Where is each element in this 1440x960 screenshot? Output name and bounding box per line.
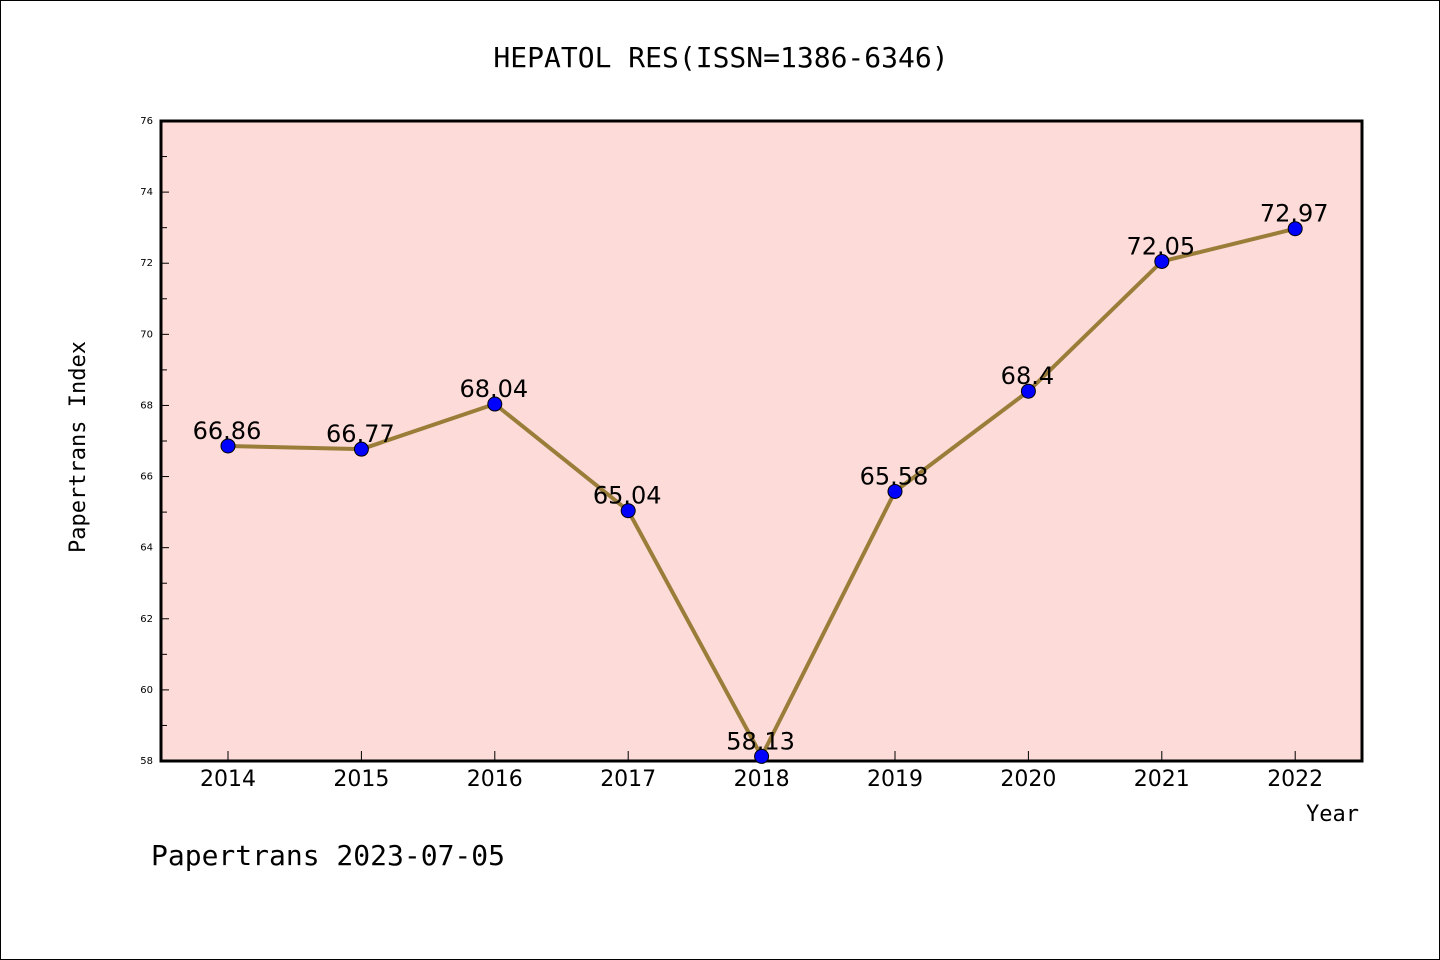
chart-title: HEPATOL RES(ISSN=1386-6346) <box>493 41 948 74</box>
x-axis: 2014 2015 2016 2017 2018 2019 2020 2021 2022 <box>200 751 1323 792</box>
y-tick-label: 58 <box>140 756 153 767</box>
x-tick-label: 2016 <box>467 767 523 792</box>
x-tick-label: 2015 <box>333 767 389 792</box>
data-label: 66.77 <box>326 420 395 448</box>
series-layer: 66.86 66.77 68.04 65.04 58.13 65.58 68.4 72.05 7… <box>193 200 1329 764</box>
data-point <box>620 503 636 519</box>
data-label: 65.04 <box>593 482 662 510</box>
y-tick-label: 68 <box>140 400 153 411</box>
data-point <box>1287 221 1303 237</box>
x-tick-label: 2019 <box>867 767 923 792</box>
x-tick-label: 2021 <box>1134 767 1190 792</box>
data-label: 68.4 <box>1001 362 1054 390</box>
y-tick-label: 72 <box>140 258 153 269</box>
data-label: 72.97 <box>1260 200 1329 228</box>
data-label: 65.58 <box>860 462 929 490</box>
y-tick-label: 60 <box>140 685 153 696</box>
y-tick-label: 70 <box>140 329 153 340</box>
data-point <box>487 396 503 412</box>
data-point <box>353 441 369 457</box>
x-tick-label: 2014 <box>200 767 256 792</box>
x-axis-label: Year <box>1306 802 1359 827</box>
data-point <box>887 483 903 499</box>
x-tick-label: 2018 <box>734 767 790 792</box>
data-point <box>220 438 236 454</box>
y-axis-label: Papertrans Index <box>66 341 91 553</box>
footer-watermark: Papertrans 2023-07-05 <box>151 839 505 872</box>
data-label: 72.05 <box>1126 232 1195 260</box>
x-tick-label: 2022 <box>1267 767 1323 792</box>
y-tick-label: 76 <box>140 116 153 127</box>
data-label: 58.13 <box>726 727 795 755</box>
data-point <box>754 748 770 764</box>
y-tick-label: 64 <box>140 543 153 554</box>
y-tick-label: 66 <box>140 472 153 483</box>
data-point <box>1020 383 1036 399</box>
y-tick-label: 62 <box>140 614 153 625</box>
y-tick-label: 74 <box>140 187 153 198</box>
x-tick-label: 2017 <box>600 767 656 792</box>
data-label: 68.04 <box>459 375 528 403</box>
data-point <box>1154 253 1170 269</box>
x-tick-label: 2020 <box>1000 767 1056 792</box>
y-axis: 58 60 62 64 66 68 70 72 74 76 <box>140 116 169 767</box>
data-label: 66.86 <box>193 417 262 445</box>
plot-area <box>159 119 1364 763</box>
